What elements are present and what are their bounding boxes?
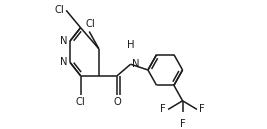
Text: N: N — [132, 59, 140, 69]
Text: O: O — [113, 97, 121, 107]
Text: F: F — [160, 104, 166, 114]
Text: Cl: Cl — [76, 97, 85, 107]
Text: F: F — [180, 119, 186, 129]
Text: N: N — [60, 57, 68, 67]
Text: F: F — [199, 104, 205, 114]
Text: Cl: Cl — [54, 5, 64, 15]
Text: N: N — [60, 36, 68, 46]
Text: H: H — [127, 40, 134, 50]
Text: Cl: Cl — [85, 19, 95, 29]
